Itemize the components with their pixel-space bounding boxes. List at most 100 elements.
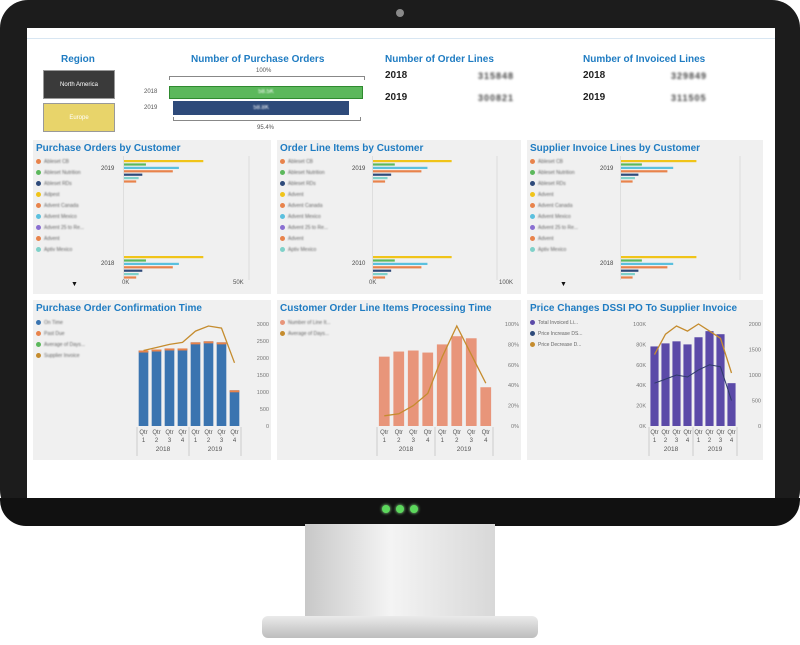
chart-bar <box>621 266 668 269</box>
legend-item[interactable]: Total Invoiced Li... <box>530 317 602 328</box>
chevron-down-icon[interactable]: ▼ <box>560 281 567 288</box>
po-by-customer-tick-1: 50K <box>233 280 244 286</box>
y-axis-tick-left: 60K <box>636 363 646 369</box>
legend-item[interactable]: Price Increase DS... <box>530 328 602 339</box>
po-bar-2019[interactable]: 58.8K <box>173 101 350 115</box>
chart-bar <box>373 166 428 169</box>
chart-bar <box>465 338 477 426</box>
legend-item[interactable]: Ableset RDs <box>36 178 116 189</box>
legend-item[interactable]: Price Decrease D... <box>530 339 602 350</box>
region-title: Region <box>61 54 95 65</box>
chart-bar <box>661 343 670 426</box>
legend-item[interactable]: Aptiv Mexico <box>530 244 610 255</box>
purchase-orders-title: Number of Purchase Orders <box>191 54 325 65</box>
legend-item[interactable]: Advent 25 to Re... <box>280 222 360 233</box>
chart-bar-cap <box>216 342 227 345</box>
invoiced-lines-title: Number of Invoiced Lines <box>583 54 706 65</box>
legend-item[interactable]: Advent Canada <box>280 200 360 211</box>
chart-bar <box>124 166 179 169</box>
chart-bar <box>621 256 697 259</box>
legend-item[interactable]: Ableset CB <box>530 156 610 167</box>
po-by-customer-year-2019: 2019 <box>101 166 115 172</box>
chart-bar <box>373 160 452 163</box>
chart-line <box>654 364 732 401</box>
legend-item[interactable]: Advent Mexico <box>36 211 116 222</box>
legend-marker-icon <box>36 342 41 347</box>
legend-item[interactable]: Ableset Nutrition <box>530 167 610 178</box>
region-option-europe[interactable]: Europe <box>43 103 115 132</box>
x-axis-tick: 1 <box>697 438 701 444</box>
legend-item[interactable]: Advent Canada <box>36 200 116 211</box>
legend-marker-icon <box>530 159 535 164</box>
legend-item[interactable]: Average of Days... <box>36 339 116 350</box>
chart-bar <box>393 351 405 426</box>
x-axis-tick: Qtr <box>467 430 475 436</box>
legend-label: Advent Canada <box>44 202 79 209</box>
x-axis-tick: Qtr <box>204 430 212 436</box>
legend-item[interactable]: Ableset RDs <box>530 178 610 189</box>
legend-label: Price Decrease D... <box>538 341 582 348</box>
legend-item[interactable]: Ableset RDs <box>280 178 360 189</box>
x-axis-tick: 1 <box>194 438 198 444</box>
legend-item[interactable]: Past Due <box>36 328 116 339</box>
legend-marker-icon <box>280 181 285 186</box>
price-changes-chart: 2000 1500 1000 500 0 100K 80K 60K 40K 20K 0K Qtr 1 Qt… <box>633 322 761 456</box>
legend-item[interactable]: Ableset CB <box>36 156 116 167</box>
price-changes-panel: Price Changes DSSI PO To Supplier Invoic… <box>527 300 763 460</box>
chart-bar <box>124 266 173 269</box>
legend-item[interactable]: Adpest <box>36 189 116 200</box>
chart-bar <box>621 259 642 262</box>
legend-item[interactable]: Ableset Nutrition <box>36 167 116 178</box>
x-axis-tick: 3 <box>470 438 474 444</box>
y-axis-tick-right: 1000 <box>257 390 269 396</box>
legend-label: Ableset RDs <box>288 180 316 187</box>
x-axis-tick: 4 <box>686 438 690 444</box>
legend-marker-icon <box>530 203 535 208</box>
chart-bar <box>621 173 639 176</box>
legend-item[interactable]: Advent Mexico <box>280 211 360 222</box>
legend-item[interactable]: Aptiv Mexico <box>36 244 116 255</box>
legend-item[interactable]: Supplier Invoice <box>36 350 116 361</box>
x-axis-tick: 2 <box>708 438 712 444</box>
legend-item[interactable]: Number of Line It... <box>280 317 360 328</box>
chart-bar <box>373 173 392 176</box>
legend-item[interactable]: Advent 25 to Re... <box>530 222 610 233</box>
purchase-orders-bottom-pct: 95.4% <box>257 125 275 131</box>
chart-bar <box>124 276 137 279</box>
dashboard-screen: Region North America Europe Number of Pu… <box>27 28 775 498</box>
y-axis-tick-right: 1500 <box>257 373 269 379</box>
x-axis-tick: 2 <box>155 438 159 444</box>
chart-line <box>653 323 733 374</box>
legend-item[interactable]: Advent <box>530 233 610 244</box>
monitor-stand-neck <box>305 524 495 624</box>
legend-item[interactable]: Advent Canada <box>530 200 610 211</box>
legend-item[interactable]: Advent <box>280 233 360 244</box>
legend-item[interactable]: Advent Mexico <box>530 211 610 222</box>
po-confirmation-title: Purchase Order Confirmation Time <box>36 303 202 314</box>
y-axis-tick-right: 2000 <box>749 322 761 328</box>
chevron-down-icon[interactable]: ▼ <box>71 281 78 288</box>
x-axis-tick: 4 <box>730 438 734 444</box>
legend-item[interactable]: Average of Days... <box>280 328 360 339</box>
legend-item[interactable]: Advent <box>36 233 116 244</box>
x-axis-tick: 1 <box>441 438 445 444</box>
chart-bar <box>650 346 659 426</box>
price-changes-title: Price Changes DSSI PO To Supplier Invoic… <box>530 303 738 314</box>
legend-item[interactable]: Aptiv Mexico <box>280 244 360 255</box>
legend-item[interactable]: Advent <box>280 189 360 200</box>
invoiced-lines-year-2018: 2018 <box>583 70 606 81</box>
legend-item[interactable]: Advent <box>530 189 610 200</box>
legend-label: Advent Mexico <box>538 213 571 220</box>
legend-item[interactable]: On Time <box>36 317 116 328</box>
legend-marker-icon <box>530 181 535 186</box>
legend-item[interactable]: Ableset CB <box>280 156 360 167</box>
chart-bar-cap <box>190 342 201 345</box>
region-option-north-america[interactable]: North America <box>43 70 115 99</box>
legend-item[interactable]: Ableset Nutrition <box>280 167 360 178</box>
legend-marker-icon <box>280 170 285 175</box>
po-bar-2018[interactable]: 58.5K <box>169 86 363 99</box>
y-axis-tick-right: 2000 <box>257 356 269 362</box>
y-axis-tick-right: 0 <box>758 424 761 430</box>
chart-bar <box>378 356 390 426</box>
legend-item[interactable]: Advent 25 to Re... <box>36 222 116 233</box>
